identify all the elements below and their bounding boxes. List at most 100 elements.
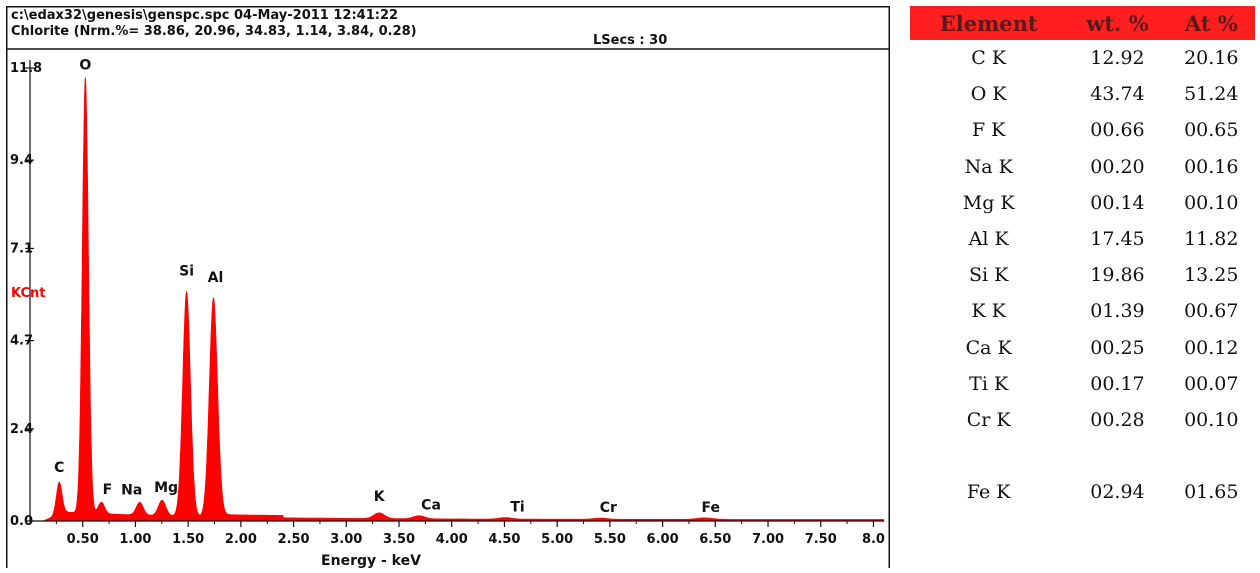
y-tick-label: 4.7 (10, 334, 33, 349)
element-cell: Na K (964, 155, 1013, 178)
table-row: Na K 00.20 00.16 (910, 149, 1255, 185)
table-row: Mg K 00.14 00.10 (910, 185, 1255, 221)
header-element: Element (939, 10, 1038, 36)
spectrum-sample-line: Chlorite (Nrm.%= 38.86, 20.96, 34.83, 1.… (11, 24, 417, 39)
x-tick-label: 4.00 (436, 532, 468, 547)
table-row: C K 12.92 20.16 (910, 40, 1255, 76)
wt-percent-cell: 19.86 (1090, 264, 1145, 287)
element-composition-table: Element wt. % At % C K 12.92 20.16 O K 43.74… (910, 6, 1255, 510)
chart-outer-frame (6, 6, 890, 568)
element-cell: Cr K (966, 408, 1011, 431)
x-tick-label: 4.50 (488, 532, 520, 547)
wt-percent-cell: 00.66 (1090, 119, 1145, 142)
element-cell: Ca K (965, 336, 1012, 359)
wt-percent-cell: 01.39 (1090, 300, 1145, 323)
element-cell: C K (971, 47, 1007, 70)
x-tick-label: 1.50 (172, 532, 204, 547)
element-cell: Mg K (962, 191, 1015, 214)
element-cell: Ti K (969, 372, 1009, 395)
at-percent-cell: 11.82 (1184, 228, 1239, 251)
table-row: Ti K 00.17 00.07 (910, 366, 1255, 402)
table-row: K K 01.39 00.67 (910, 293, 1255, 329)
x-tick-label: 3.50 (383, 532, 415, 547)
x-tick-label: 2.00 (225, 532, 257, 547)
wt-percent-cell: 00.28 (1090, 408, 1145, 431)
y-tick-label: 2.4 (10, 422, 33, 437)
at-percent-cell: 00.67 (1184, 300, 1239, 323)
peak-label-mg: Mg (154, 480, 178, 496)
table-row: Al K 17.45 11.82 (910, 221, 1255, 257)
table-row: Si K 19.86 13.25 (910, 257, 1255, 293)
x-tick-label: 5.50 (594, 532, 626, 547)
at-percent-cell: 00.07 (1184, 372, 1239, 395)
table-row: F K 00.66 00.65 (910, 112, 1255, 148)
at-percent-cell: 20.16 (1184, 47, 1239, 70)
table-row: Ca K 00.25 00.12 (910, 330, 1255, 366)
peak-label-o: O (79, 57, 91, 73)
header-wt-percent: wt. % (1086, 10, 1149, 36)
eds-spectrum-panel: c:\edax32\genesis\genspc.spc 04-May-2011… (6, 6, 890, 568)
element-cell: Si K (969, 264, 1009, 287)
x-tick-label: 7.00 (752, 532, 784, 547)
at-percent-cell: 00.12 (1184, 336, 1239, 359)
peak-label-f: F (103, 482, 113, 498)
wt-percent-cell: 02.94 (1090, 481, 1145, 504)
y-axis-label: KCnt (11, 286, 46, 301)
element-cell: Fe K (966, 481, 1011, 504)
spectrum-file-line: c:\edax32\genesis\genspc.spc 04-May-2011… (11, 8, 398, 23)
x-tick-label: 3.00 (330, 532, 362, 547)
table-spacer-row (910, 438, 1255, 474)
composition-table-panel: Element wt. % At % C K 12.92 20.16 O K 43.74… (910, 6, 1255, 568)
y-tick-label: 7.1 (10, 241, 33, 256)
peak-label-fe: Fe (702, 500, 721, 516)
element-cell: F K (971, 119, 1006, 142)
peak-label-na: Na (121, 482, 142, 498)
at-percent-cell: 00.10 (1184, 191, 1239, 214)
x-tick-label: 8.0 (862, 532, 885, 547)
wt-percent-cell: 00.14 (1090, 191, 1145, 214)
x-tick-label: 5.00 (541, 532, 573, 547)
wt-percent-cell: 00.17 (1090, 372, 1145, 395)
element-cell: K K (971, 300, 1006, 323)
table-row: Cr K 00.28 00.10 (910, 402, 1255, 438)
table-header-row: Element wt. % At % (910, 6, 1255, 40)
at-percent-cell: 13.25 (1184, 264, 1239, 287)
spacer-cell (1168, 438, 1255, 474)
at-percent-cell: 00.16 (1184, 155, 1239, 178)
element-cell: O K (970, 83, 1007, 106)
x-tick-label: 2.50 (278, 532, 310, 547)
at-percent-cell: 51.24 (1184, 83, 1239, 106)
x-tick-label: 6.00 (647, 532, 679, 547)
at-percent-cell: 00.10 (1184, 408, 1239, 431)
y-tick-label: 0.0 (10, 514, 33, 529)
x-tick-label: 1.00 (119, 532, 151, 547)
eds-spectrum-chart: c:\edax32\genesis\genspc.spc 04-May-2011… (6, 6, 890, 568)
peak-label-si: Si (179, 264, 194, 280)
wt-percent-cell: 00.20 (1090, 155, 1145, 178)
y-tick-label: 11.8 (10, 61, 42, 76)
wt-percent-cell: 17.45 (1090, 228, 1145, 251)
spectrum-lsecs: LSecs : 30 (593, 33, 667, 48)
spacer-cell (910, 438, 1067, 474)
peak-label-k: K (374, 489, 386, 505)
peak-label-c: C (54, 460, 64, 476)
peak-label-ca: Ca (421, 498, 441, 514)
table-row: Fe K 02.94 01.65 (910, 474, 1255, 510)
x-tick-label: 0.50 (67, 532, 99, 547)
x-tick-label: 7.50 (805, 532, 837, 547)
wt-percent-cell: 00.25 (1090, 336, 1145, 359)
y-tick-label: 9.4 (10, 153, 33, 168)
peak-label-ti: Ti (510, 500, 524, 516)
x-tick-label: 6.50 (699, 532, 731, 547)
x-axis-label: Energy - keV (321, 553, 421, 568)
at-percent-cell: 01.65 (1184, 481, 1239, 504)
table-row: O K 43.74 51.24 (910, 76, 1255, 112)
header-at-percent: At % (1184, 10, 1238, 36)
spacer-cell (1067, 438, 1167, 474)
spectrum-area (42, 77, 885, 522)
wt-percent-cell: 12.92 (1090, 47, 1145, 70)
wt-percent-cell: 43.74 (1090, 83, 1145, 106)
peak-label-al: Al (208, 270, 224, 286)
element-cell: Al K (968, 228, 1009, 251)
peak-label-cr: Cr (600, 500, 617, 516)
